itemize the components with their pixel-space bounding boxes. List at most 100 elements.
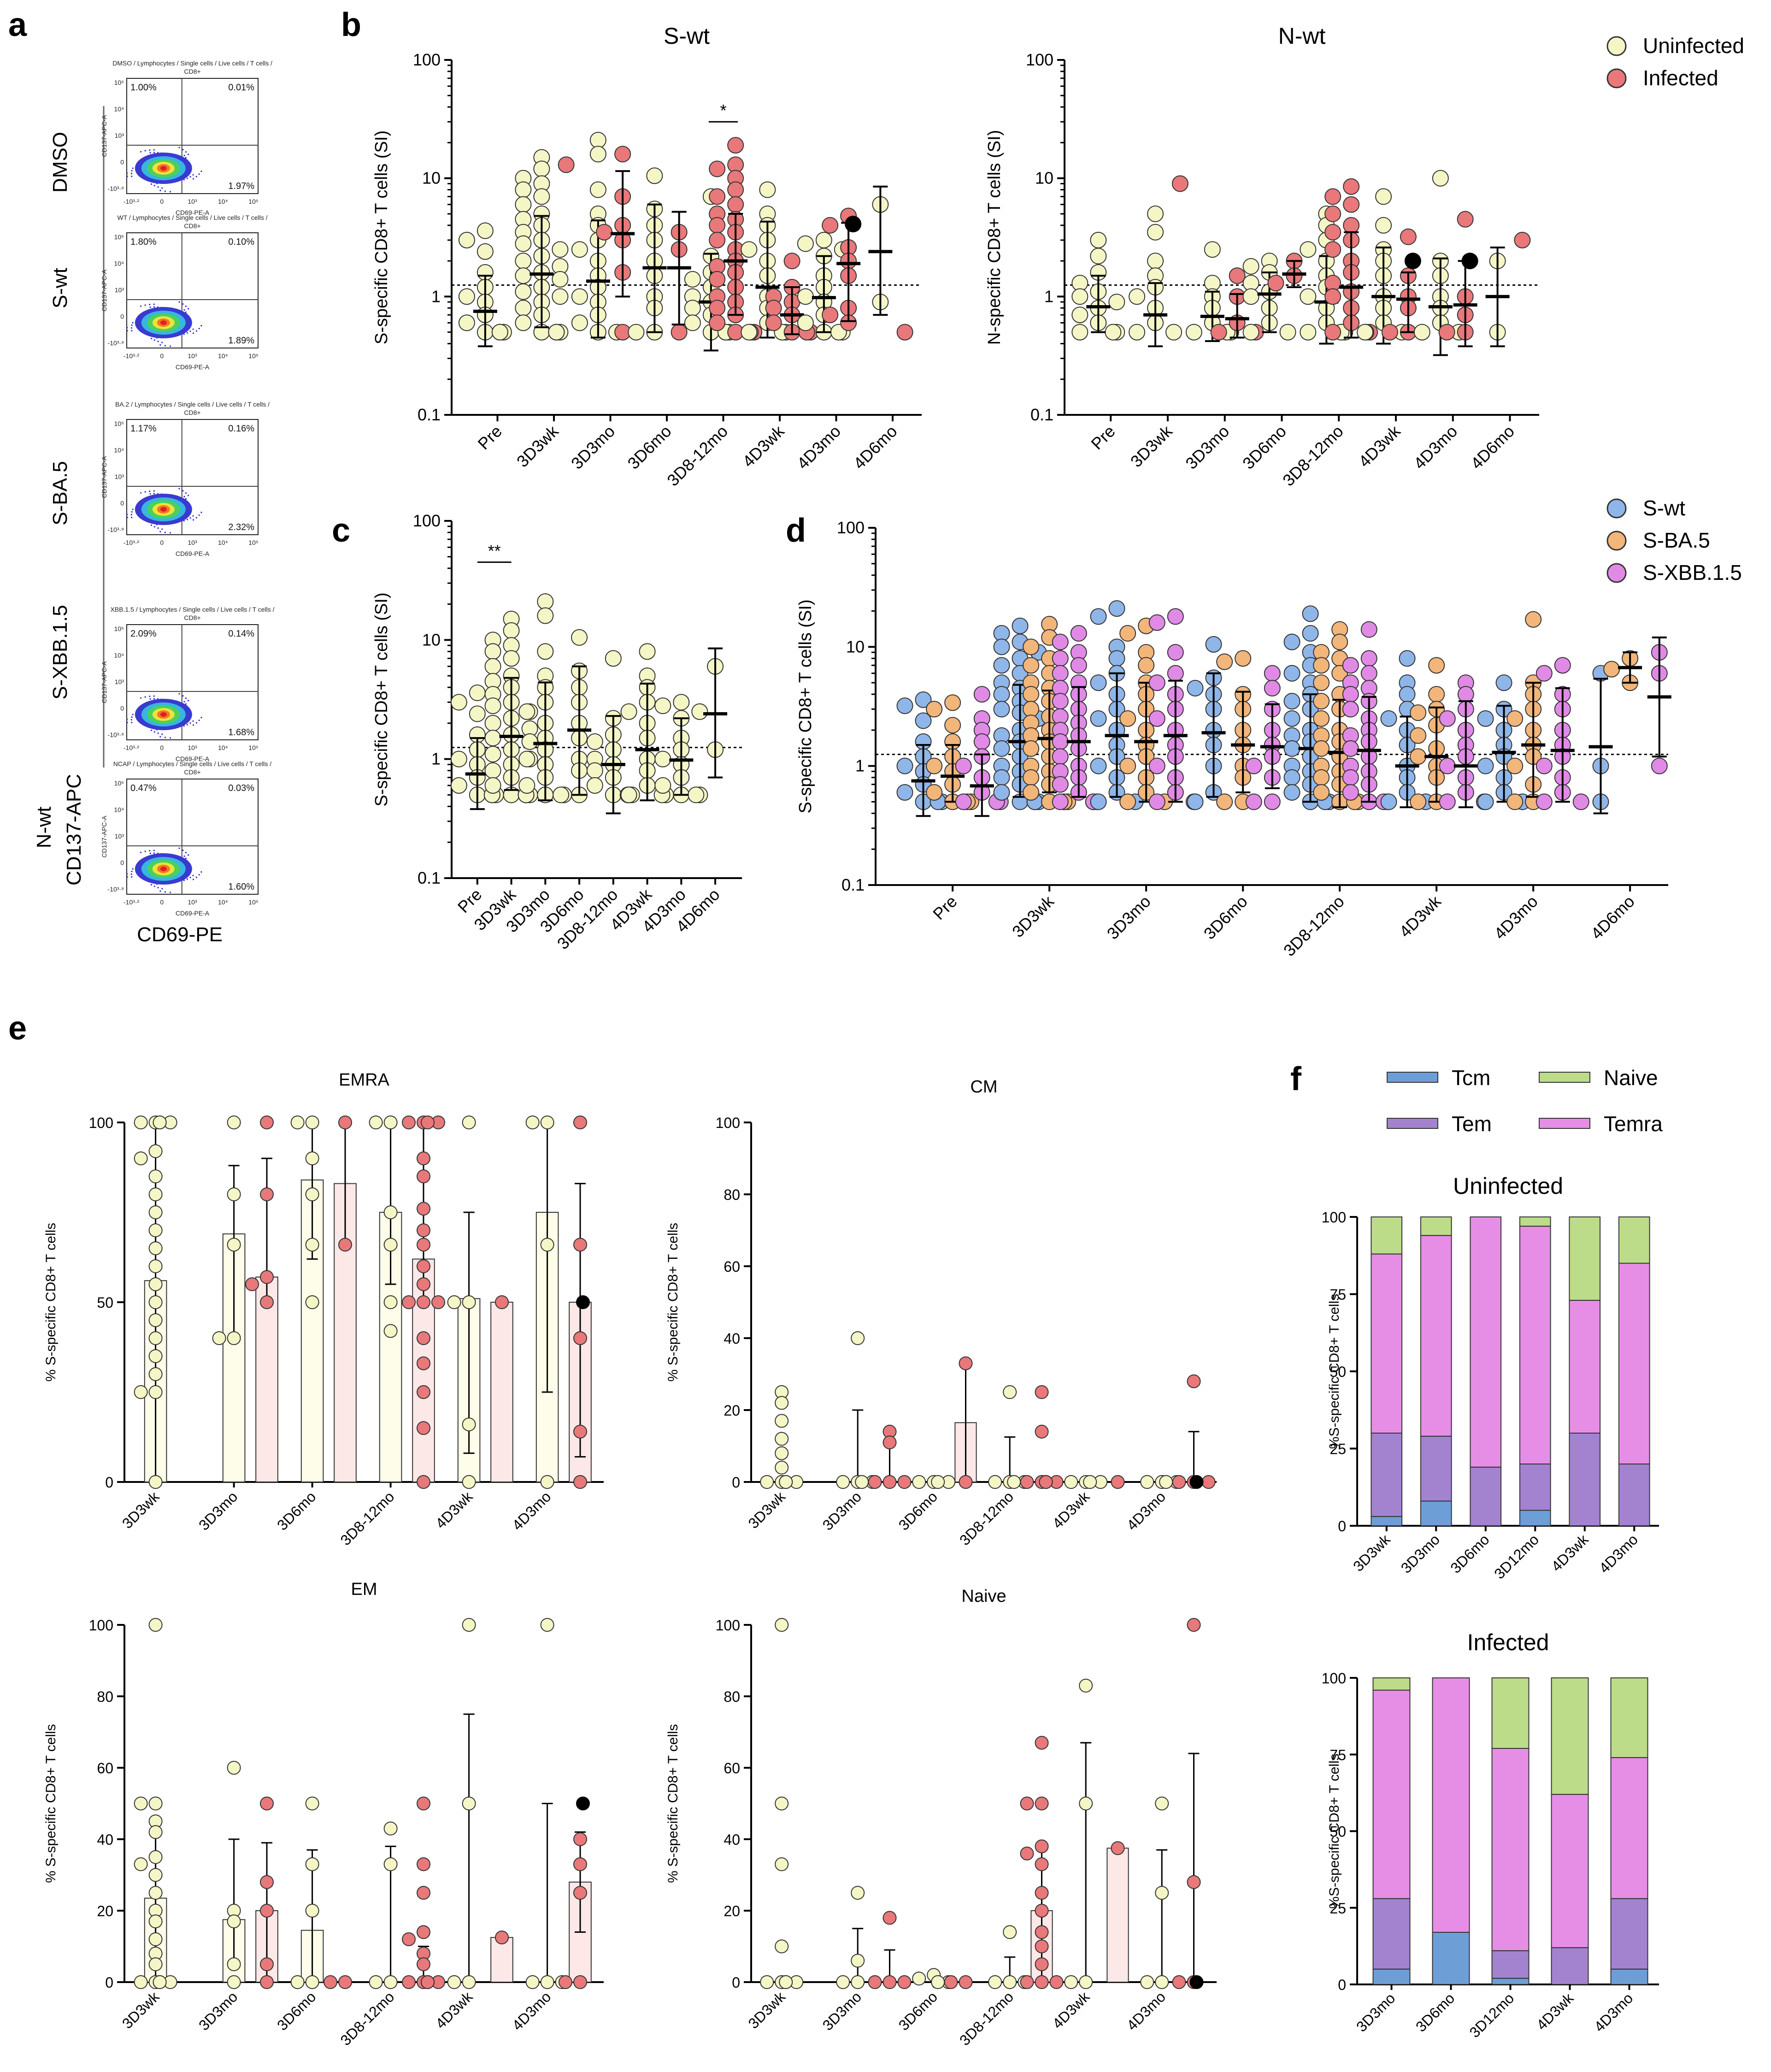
flow-event-dot	[140, 851, 142, 853]
d-point	[993, 769, 1010, 786]
b_right-point	[1185, 324, 1202, 341]
flow-quadrant-lr: 1.89%	[228, 336, 254, 346]
b_right-xtick-label: 4D3mo	[1410, 422, 1461, 473]
b_right-point	[1300, 324, 1317, 341]
legend-f-label-naive: Naive	[1604, 1066, 1658, 1090]
e_em-point	[540, 1618, 554, 1632]
e_naive-point	[1155, 1796, 1169, 1811]
e_emra-point	[305, 1295, 319, 1309]
d-xtick-label: Pre	[929, 892, 961, 924]
f_infected-xtick-label: 3D3mo	[1353, 1989, 1398, 2035]
b_left-point	[759, 181, 776, 198]
flow-event-dot	[189, 876, 191, 879]
flow-axis-x-label: CD69-PE-A	[176, 209, 210, 216]
panel-letter-c: c	[332, 512, 350, 549]
e_em-point	[148, 1957, 163, 1972]
flow-xtick: 10³	[188, 198, 197, 205]
e_emra-point	[260, 1116, 274, 1129]
c-point	[537, 593, 554, 610]
d-point	[1410, 704, 1427, 721]
e_emra-point	[134, 1385, 148, 1399]
f_uninfected-segment-temra	[1371, 1253, 1403, 1434]
e_em-point	[417, 1886, 430, 1900]
b_right-xtick-label: 4D6mo	[1467, 422, 1518, 473]
e_em-point	[417, 1857, 430, 1871]
e_em-point	[417, 1925, 430, 1939]
e_cm-ytick-label: 0	[732, 1474, 740, 1491]
b_left-point	[709, 271, 726, 288]
e_naive-point	[944, 1975, 958, 1989]
flow-axis-y-label: CD137-APC-A	[100, 115, 108, 157]
e_em-point	[148, 1868, 163, 1882]
b_left-point	[797, 314, 814, 331]
b_left-point	[684, 300, 701, 317]
d-point	[944, 717, 961, 734]
e_naive-point	[1003, 1925, 1017, 1939]
flow-event-dot	[183, 701, 185, 702]
flow-event-dot	[153, 185, 155, 187]
flow-xtick: 0	[160, 744, 164, 751]
e_emra-xtick-label: 3D3mo	[195, 1488, 241, 1533]
c-point	[503, 650, 520, 667]
flow-xtick: -10³·²	[124, 744, 140, 751]
f_uninfected-y-axis-label: %S-specific CD8+ T cells	[1327, 1294, 1342, 1449]
e_cm-point	[855, 1475, 869, 1489]
d-point	[1148, 674, 1165, 691]
d-point	[1572, 793, 1589, 810]
flow-event-dot	[153, 152, 155, 153]
flow-event-dot	[149, 850, 151, 852]
d-point	[1023, 686, 1040, 703]
flow-event-dot	[153, 493, 155, 495]
b_right-point	[1432, 170, 1449, 187]
e_emra-point	[573, 1116, 587, 1129]
flow-event-dot	[153, 149, 155, 151]
b_left-point	[896, 324, 913, 341]
flow-event-dot	[131, 876, 133, 878]
c-point	[654, 777, 671, 794]
e_emra-point	[260, 1270, 274, 1284]
flow-event-dot	[150, 884, 153, 885]
b_left-point	[646, 167, 663, 184]
flow-event-dot	[183, 855, 185, 857]
flow-event-dot	[187, 854, 189, 856]
b_right-point	[1147, 253, 1164, 270]
flow-quadrant-lr: 1.68%	[228, 727, 254, 738]
panel-letter-f: f	[1290, 1061, 1302, 1098]
flow-quadrant-lr: 1.97%	[228, 181, 254, 191]
d-ytick-label: 100	[837, 518, 865, 537]
c-point	[553, 786, 570, 803]
d-point	[896, 784, 913, 801]
flow-event-dot	[153, 698, 155, 700]
b_right-point	[1343, 196, 1360, 213]
flow-xtick: 10⁴	[218, 539, 228, 546]
e_emra-point	[148, 1144, 163, 1158]
flow-event-dot	[149, 493, 151, 495]
e_emra-title: EMRA	[339, 1070, 389, 1090]
flow-event-dot	[182, 490, 184, 492]
c-point	[688, 786, 705, 803]
flow-event-dot	[186, 177, 188, 179]
b_right-point	[1129, 324, 1146, 341]
flow-event-dot	[169, 891, 171, 893]
f_infected-y-axis-label: %S-specific CD8+ T cells	[1327, 1753, 1342, 1909]
d-point	[993, 784, 1010, 801]
b_left-xtick-label: 3D3wk	[513, 421, 563, 471]
flow-event-dot	[144, 150, 146, 152]
b_right-point	[1129, 288, 1146, 305]
b_left-significance-label: *	[720, 101, 726, 120]
flow-plot-gate: XBB.1.5 / Lymphocytes / Single cells / L…	[110, 606, 274, 613]
c-point	[571, 629, 588, 646]
legend-f-label-tcm: Tcm	[1452, 1066, 1490, 1090]
b_right-point	[1210, 324, 1227, 341]
flow-quadrant-lr: 1.60%	[228, 882, 254, 892]
b_left-xtick-label: 3D3mo	[567, 422, 618, 473]
f_infected-ytick-label: 50	[1330, 1824, 1346, 1840]
flow-event-dot	[153, 306, 155, 308]
b_right-point	[1071, 288, 1088, 305]
e_emra-ytick-label: 50	[97, 1294, 113, 1311]
flow-event-dot	[126, 330, 128, 332]
b_left-ytick-label: 0.1	[418, 405, 441, 424]
flow-event-dot	[189, 330, 191, 332]
flow-event-dot	[126, 514, 128, 515]
e_em-point	[525, 1975, 540, 1989]
